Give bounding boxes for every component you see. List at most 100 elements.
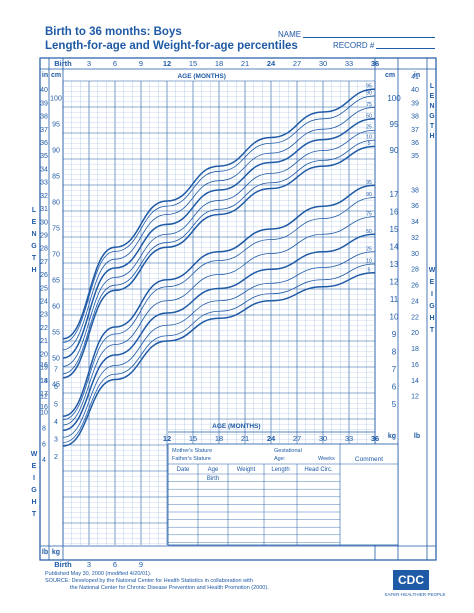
left-kg-tick: 4 bbox=[54, 419, 58, 426]
right-lb-tick: 34 bbox=[411, 219, 419, 226]
top-tick-label: 24 bbox=[267, 59, 276, 68]
right-kg-tick: 16 bbox=[390, 208, 399, 217]
weight-letter-left: W bbox=[31, 451, 38, 458]
record-label: RECORD # bbox=[333, 41, 375, 50]
top-tick-label: 30 bbox=[319, 59, 327, 68]
unit-lb-right: lb bbox=[414, 433, 420, 440]
table-col-header: Age bbox=[208, 467, 219, 473]
left-kg-tick: 6 bbox=[54, 384, 58, 391]
length-letter-right: H bbox=[429, 133, 434, 140]
length-letter-left: T bbox=[32, 255, 37, 262]
left-cm-tick: 100 bbox=[50, 96, 62, 103]
weight-pct-label: 10 bbox=[366, 259, 372, 265]
gestational-age-label: Age: bbox=[274, 456, 286, 462]
unit-lb-left: lb bbox=[42, 549, 48, 556]
left-cm-tick: 50 bbox=[52, 356, 60, 363]
right-in-tick: 41 bbox=[411, 74, 419, 81]
length-curve-p90 bbox=[62, 95, 376, 343]
length-pct-label: 25 bbox=[366, 125, 372, 131]
footer-source-cont: the National Center for Chronic Disease … bbox=[70, 585, 269, 591]
left-in-tick: 16 bbox=[40, 404, 48, 411]
mid-tick-label: 15 bbox=[189, 434, 197, 443]
length-letter-left: G bbox=[31, 243, 37, 250]
left-in-tick: 32 bbox=[40, 193, 48, 200]
length-letter-right: E bbox=[430, 93, 435, 100]
right-in-tick: 40 bbox=[411, 87, 419, 94]
unit-kg-right: kg bbox=[388, 433, 396, 440]
right-lb-tick: 26 bbox=[411, 283, 419, 290]
top-tick-label: 36 bbox=[371, 59, 379, 68]
chart-title-line1: Birth to 36 months: Boys bbox=[45, 26, 182, 38]
chart-frame bbox=[39, 57, 437, 561]
chart-title-line2: Length-for-age and Weight-for-age percen… bbox=[45, 40, 298, 52]
left-in-tick: 19 bbox=[40, 365, 48, 372]
left-in-tick: 21 bbox=[40, 338, 48, 345]
left-cm-tick: 70 bbox=[52, 252, 60, 259]
left-in-tick: 38 bbox=[40, 114, 48, 121]
left-in-tick: 39 bbox=[40, 100, 48, 107]
weight-curve-p10 bbox=[62, 263, 376, 443]
table-col-header: Length bbox=[271, 467, 289, 473]
left-cm-tick: 45 bbox=[52, 382, 60, 389]
right-kg-tick: 11 bbox=[390, 295, 399, 304]
left-cm-tick: 60 bbox=[52, 304, 60, 311]
weight-letter-right: H bbox=[429, 315, 434, 322]
length-letter-right: L bbox=[430, 83, 435, 90]
name-label: NAME bbox=[278, 30, 302, 39]
left-in-tick: 28 bbox=[40, 246, 48, 253]
right-kg-tick: 17 bbox=[390, 190, 399, 199]
length-curve-p95 bbox=[62, 88, 376, 340]
left-in-tick: 29 bbox=[40, 232, 48, 239]
mid-tick-label: 21 bbox=[241, 434, 249, 443]
weight-letter-left: E bbox=[32, 463, 37, 470]
unit-kg-left: kg bbox=[52, 549, 60, 556]
right-cm-tick: 90 bbox=[390, 146, 399, 155]
weight-curve-p95 bbox=[62, 184, 376, 417]
right-lb-tick: 22 bbox=[411, 314, 419, 321]
right-lb-tick: 18 bbox=[411, 346, 419, 353]
unit-in-right-top: in bbox=[414, 72, 420, 79]
right-lb-tick: 16 bbox=[411, 362, 419, 369]
name-field[interactable] bbox=[303, 37, 435, 38]
fathers-stature-label: Father's Stature bbox=[172, 456, 211, 462]
footer-source: SOURCE: Developed by the National Center… bbox=[45, 578, 253, 584]
left-in-tick: 35 bbox=[40, 153, 48, 160]
left-in-tick: 40 bbox=[40, 87, 48, 94]
right-in-tick: 36 bbox=[411, 140, 419, 147]
left-lb-tick: 16 bbox=[40, 362, 48, 369]
age-axis-label-top: AGE (MONTHS) bbox=[177, 73, 225, 80]
left-lb-tick: 12 bbox=[40, 394, 48, 401]
right-kg-tick: 13 bbox=[390, 260, 399, 269]
left-cm-tick: 55 bbox=[52, 330, 60, 337]
right-kg-tick: 10 bbox=[390, 313, 399, 322]
length-letter-right: G bbox=[429, 113, 435, 120]
mid-tick-label: 36 bbox=[371, 434, 379, 443]
bottom-tick-label: 3 bbox=[87, 560, 91, 569]
left-in-tick: 18 bbox=[40, 378, 48, 385]
left-lb-tick: 6 bbox=[42, 441, 46, 448]
weight-curve-p25 bbox=[62, 251, 376, 438]
cdc-logo-mark: CDC bbox=[393, 570, 429, 590]
left-in-tick: 34 bbox=[40, 166, 48, 173]
table-birth-row: Birth bbox=[207, 476, 219, 482]
right-lb-tick: 30 bbox=[411, 251, 419, 258]
record-field[interactable] bbox=[376, 48, 435, 49]
age-axis-label-mid: AGE (MONTHS) bbox=[212, 423, 260, 430]
right-kg-tick: 7 bbox=[392, 365, 397, 374]
right-lb-tick: 24 bbox=[411, 298, 419, 305]
left-kg-tick: 7 bbox=[54, 367, 58, 374]
top-tick-label: 12 bbox=[163, 59, 171, 68]
length-curve-p10 bbox=[62, 139, 376, 374]
right-in-tick: 38 bbox=[411, 114, 419, 121]
bottom-tick-label: 9 bbox=[139, 560, 143, 569]
left-in-tick: 31 bbox=[40, 206, 48, 213]
weight-pct-label: 5 bbox=[368, 267, 371, 273]
left-in-tick: 30 bbox=[40, 219, 48, 226]
right-cm-tick: 100 bbox=[387, 94, 401, 103]
unit-cm-left: cm bbox=[51, 72, 61, 79]
mid-tick-label: 33 bbox=[345, 434, 353, 443]
top-tick-label: 33 bbox=[345, 59, 353, 68]
mid-tick-label: 24 bbox=[267, 434, 276, 443]
table-col-header: Head Circ. bbox=[304, 467, 333, 473]
